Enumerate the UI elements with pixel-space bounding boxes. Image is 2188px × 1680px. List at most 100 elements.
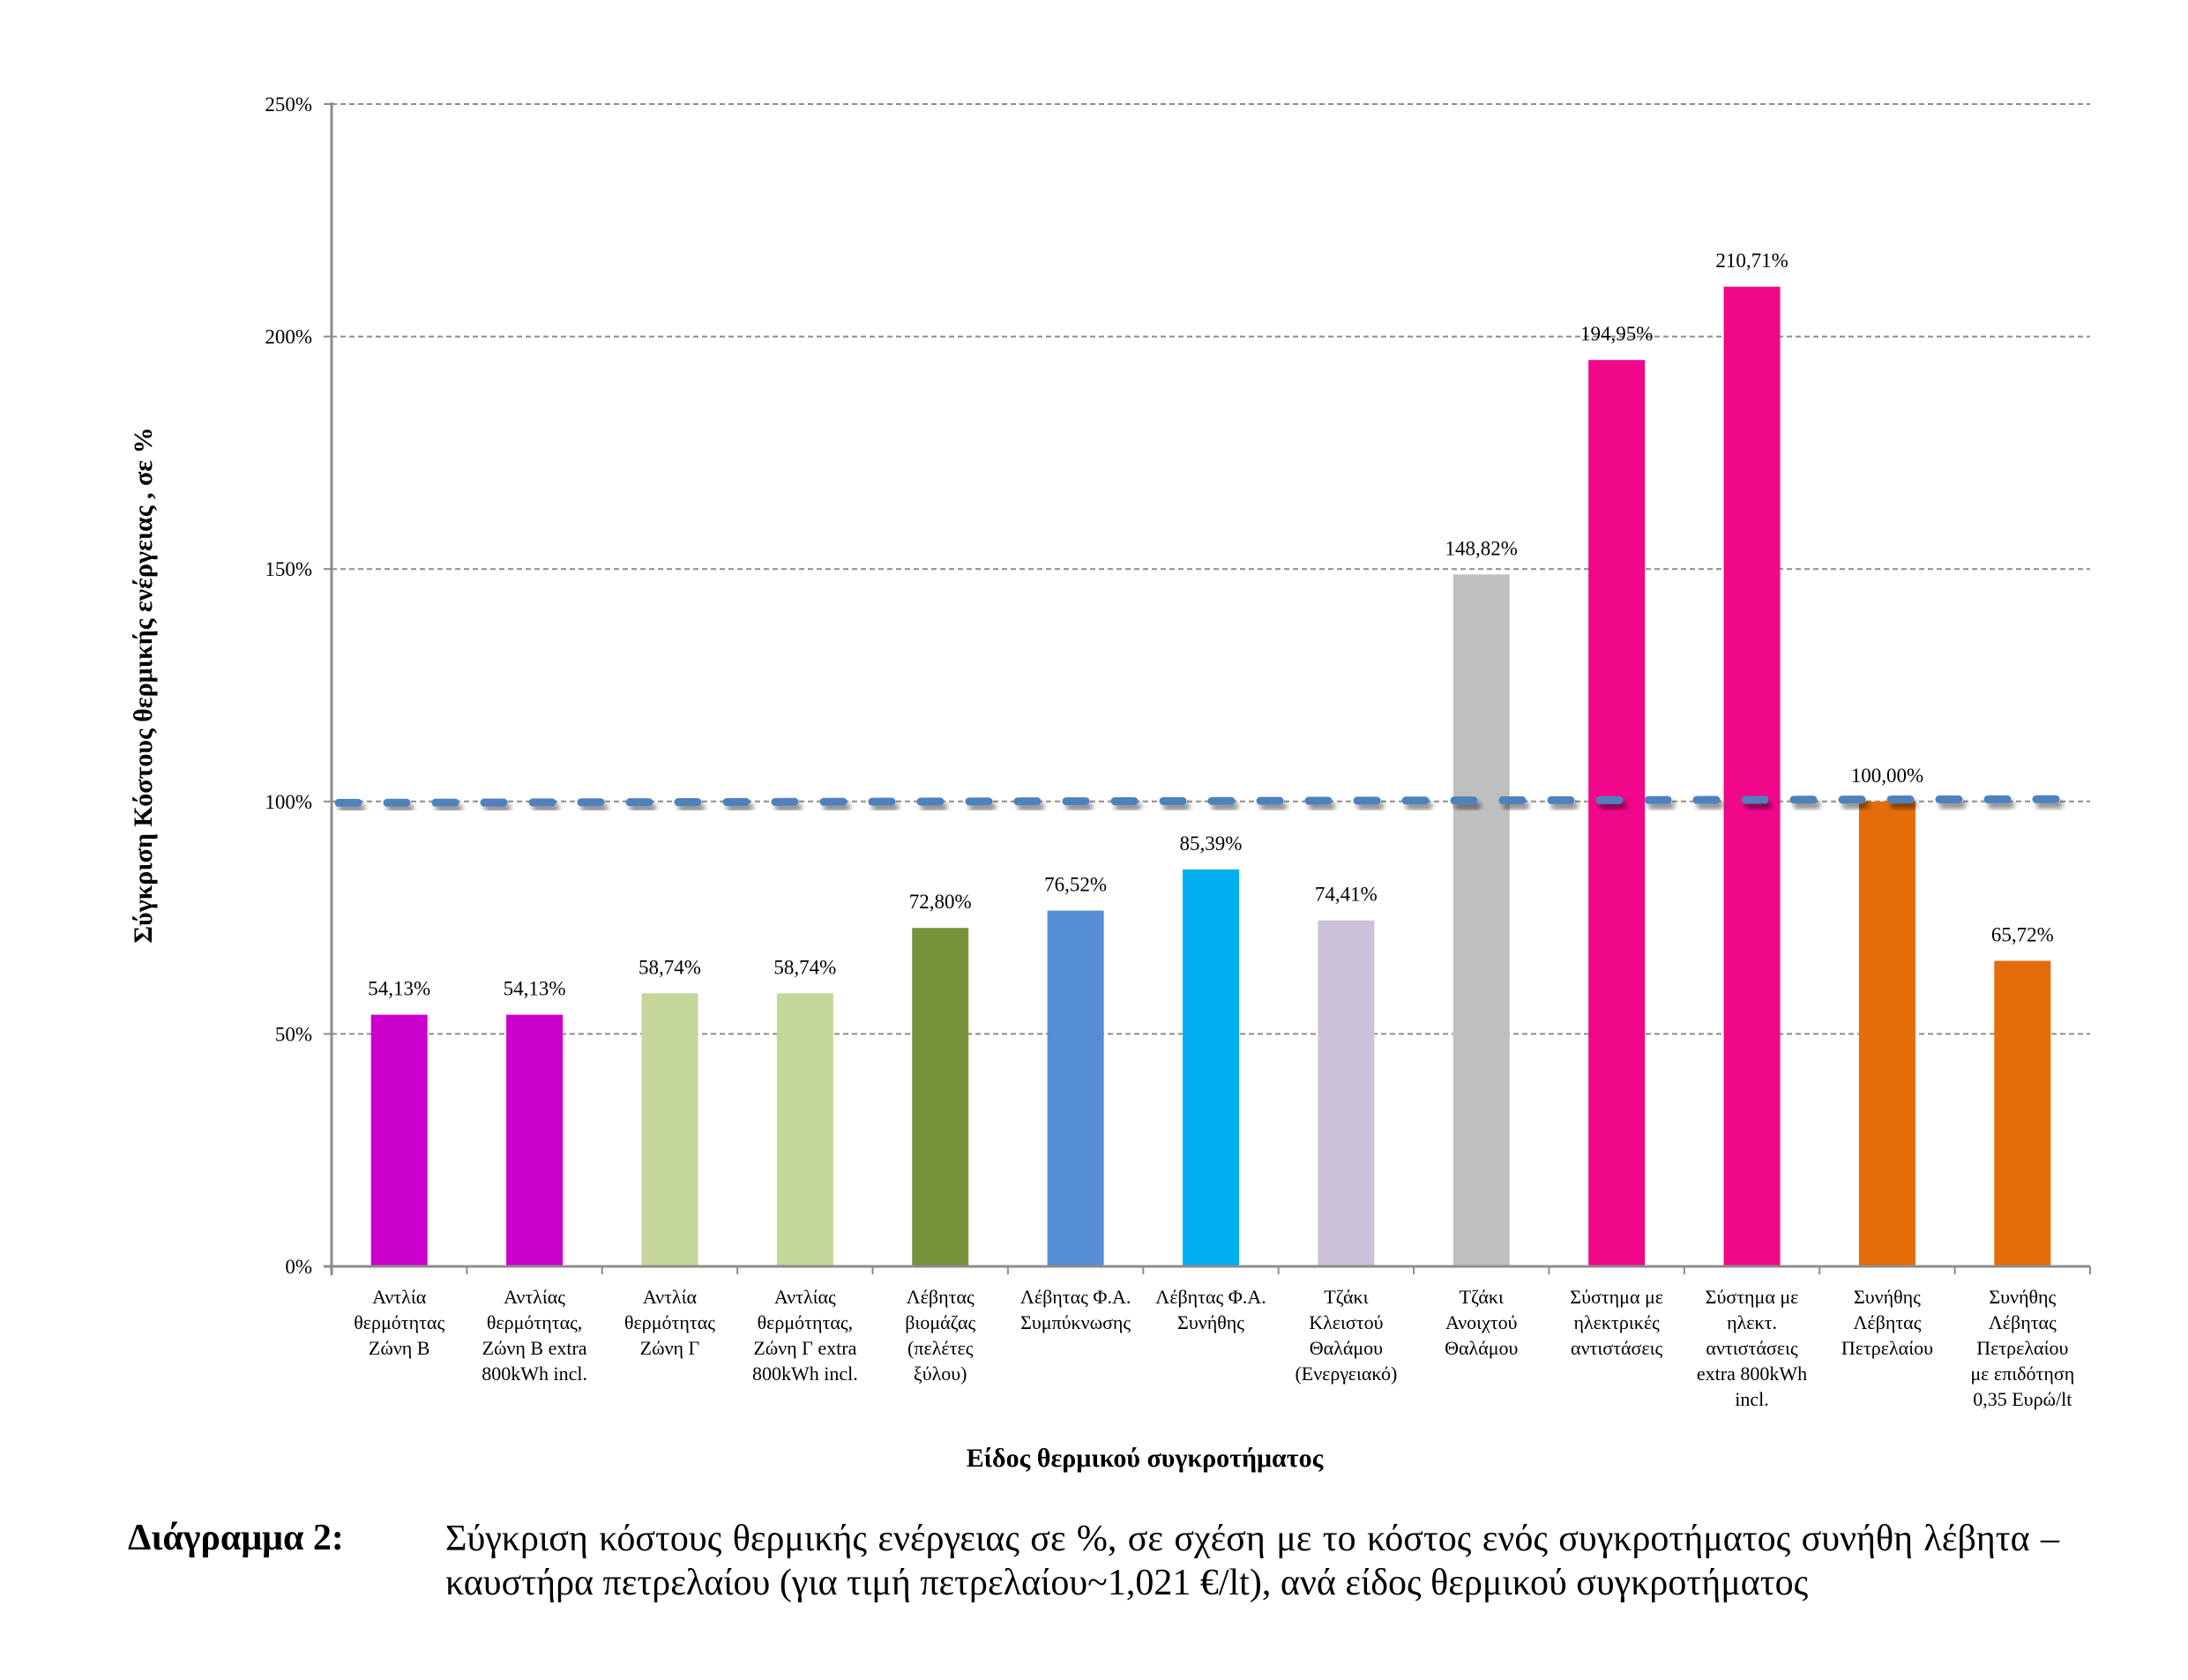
x-axis-title: Είδος θερμικού συγκροτήματος bbox=[967, 1444, 1324, 1473]
data-label: 148,82% bbox=[1445, 537, 1518, 559]
x-axis-categories: Αντλία θερμότητας Ζώνη Β Αντλίας θερμότητας,… bbox=[354, 1286, 2074, 1410]
data-label: 72,80% bbox=[909, 891, 972, 913]
caption-label: Διάγραμμα 2: bbox=[128, 1518, 344, 1558]
bar bbox=[1183, 869, 1239, 1266]
x-category-line: με επιδότηση bbox=[1970, 1363, 2074, 1385]
data-labels: 54,13% 54,13% 58,74% 58,74% 72,80% 76,52% 85,3… bbox=[368, 250, 2054, 999]
y-axis-title: Σύγκριση Κόστους θερμικής ενέργειας , σε… bbox=[129, 427, 158, 943]
y-tick-label: 100% bbox=[265, 791, 312, 813]
x-category-line: Ανοιχτού bbox=[1445, 1311, 1518, 1333]
data-label: 194,95% bbox=[1580, 323, 1653, 345]
data-label: 65,72% bbox=[1991, 924, 2054, 946]
x-category-line: Συμπύκνωσης bbox=[1020, 1311, 1131, 1333]
bar bbox=[641, 993, 698, 1266]
data-label: 54,13% bbox=[368, 978, 430, 1000]
x-category-line: Σύστημα με bbox=[1706, 1286, 1799, 1308]
data-label: 58,74% bbox=[773, 956, 836, 978]
bar-chart: 0% 50% 100% 150% 200% 250% 54,13% 54,13% 58,74%… bbox=[129, 93, 2091, 1473]
x-category-line: Λέβητας Φ.Α. bbox=[1155, 1286, 1266, 1308]
x-category-line: Ζώνη Γ extra bbox=[753, 1337, 856, 1359]
reference-line-100-percent bbox=[334, 795, 2077, 807]
x-category-line: Συνήθης bbox=[1177, 1311, 1244, 1333]
x-category-line: Σύστημα με bbox=[1570, 1286, 1663, 1308]
bar bbox=[1994, 960, 2051, 1266]
x-category-line: Θαλάμου bbox=[1310, 1337, 1383, 1359]
bar bbox=[912, 928, 969, 1266]
x-category-line: Πετρελαίου bbox=[1976, 1337, 2068, 1359]
x-category-line: θερμότητας bbox=[624, 1311, 715, 1333]
x-category-line: Λέβητας bbox=[1853, 1311, 1921, 1333]
x-category-label: Σύστημα με ηλεκτ. αντιστάσεις extra 800kWh i… bbox=[1697, 1286, 1807, 1410]
x-category-line: βιομάζας bbox=[905, 1311, 975, 1333]
bar bbox=[1452, 574, 1510, 1266]
x-category-line: Αντλία bbox=[372, 1286, 427, 1308]
y-tick-label: 150% bbox=[265, 558, 312, 580]
x-category-line: 800kWh incl. bbox=[482, 1363, 587, 1385]
bar bbox=[1588, 360, 1646, 1266]
x-category-line: θερμότητας, bbox=[758, 1311, 853, 1333]
caption-text: Σύγκριση κόστους θερμικής ενέργειας σε %… bbox=[445, 1519, 2059, 1603]
x-category-line: ηλεκτρικές bbox=[1574, 1311, 1661, 1333]
x-category-label: Αντλία θερμότητας Ζώνη Γ bbox=[624, 1286, 715, 1359]
x-category-line: θερμότητας bbox=[354, 1311, 444, 1333]
x-category-line: αντιστάσεις bbox=[1706, 1337, 1797, 1359]
y-tick-label: 250% bbox=[265, 93, 312, 116]
x-category-label: Αντλία θερμότητας Ζώνη Β bbox=[354, 1286, 444, 1359]
data-label: 210,71% bbox=[1715, 250, 1788, 272]
y-tick-label: 0% bbox=[285, 1256, 312, 1278]
bar bbox=[1723, 287, 1781, 1267]
x-category-line: Πετρελαίου bbox=[1841, 1337, 1933, 1359]
x-category-label: Τζάκι Κλειστού Θαλάμου (Ενεργειακό) bbox=[1295, 1286, 1397, 1385]
bar bbox=[370, 1014, 428, 1266]
x-category-label: Τζάκι Ανοιχτού Θαλάμου bbox=[1445, 1286, 1518, 1359]
data-label: 74,41% bbox=[1315, 884, 1378, 906]
x-category-line: θερμότητας, bbox=[487, 1311, 582, 1333]
x-category-line: ξύλου) bbox=[914, 1363, 967, 1385]
x-category-line: Λέβητας bbox=[907, 1286, 975, 1308]
x-category-line: Τζάκι bbox=[1460, 1286, 1504, 1308]
x-category-line: Συνήθης bbox=[1854, 1286, 1921, 1308]
data-label: 85,39% bbox=[1180, 833, 1243, 855]
reference-line bbox=[334, 795, 2077, 807]
x-category-line: 800kWh incl. bbox=[752, 1363, 858, 1385]
y-tick-label: 50% bbox=[275, 1023, 312, 1045]
x-category-line: Αντλία bbox=[643, 1286, 698, 1308]
x-category-line: extra 800kWh bbox=[1697, 1363, 1807, 1385]
y-axis-ticks: 0% 50% 100% 150% 200% 250% bbox=[265, 93, 332, 1278]
x-category-label: Συνήθης Λέβητας Πετρελαίου με επιδότηση 0,35… bbox=[1970, 1286, 2074, 1410]
x-category-line: Αντλίας bbox=[774, 1286, 836, 1308]
data-label: 76,52% bbox=[1044, 874, 1107, 896]
x-category-line: (πελέτες bbox=[907, 1337, 974, 1359]
x-category-label: Λέβητας βιομάζας (πελέτες ξύλου) bbox=[905, 1286, 975, 1385]
x-category-line: Ζώνη Β bbox=[369, 1337, 430, 1359]
bars bbox=[370, 287, 2051, 1267]
bar bbox=[1858, 801, 1915, 1266]
x-category-line: 0,35 Ευρώ/lt bbox=[1973, 1388, 2072, 1410]
x-category-line: incl. bbox=[1735, 1388, 1769, 1410]
x-category-line: ηλεκτ. bbox=[1727, 1311, 1777, 1333]
data-label: 54,13% bbox=[504, 978, 566, 1000]
bar bbox=[506, 1014, 564, 1266]
x-category-line: Κλειστού bbox=[1309, 1311, 1383, 1333]
x-category-line: Λέβητας Φ.Α. bbox=[1020, 1286, 1131, 1308]
x-category-label: Λέβητας Φ.Α. Συμπύκνωσης bbox=[1020, 1286, 1131, 1333]
x-category-label: Συνήθης Λέβητας Πετρελαίου bbox=[1841, 1286, 1933, 1359]
y-tick-label: 200% bbox=[265, 326, 312, 348]
x-category-line: Ζώνη Γ bbox=[640, 1337, 700, 1359]
bar bbox=[1047, 910, 1104, 1266]
data-label: 58,74% bbox=[638, 956, 701, 978]
x-category-line: Αντλίας bbox=[504, 1286, 565, 1308]
x-category-label: Λέβητας Φ.Α. Συνήθης bbox=[1155, 1286, 1266, 1333]
x-category-line: αντιστάσεις bbox=[1571, 1337, 1662, 1359]
x-category-line: Συνήθης bbox=[1989, 1286, 2056, 1308]
x-category-line: Λέβητας bbox=[1989, 1311, 2057, 1333]
x-category-label: Αντλίας θερμότητας, Ζώνη Β extra 800kWh inc… bbox=[482, 1286, 587, 1385]
bar bbox=[1318, 920, 1375, 1266]
bar bbox=[776, 993, 833, 1266]
axes bbox=[324, 102, 2091, 1275]
x-category-line: Θαλάμου bbox=[1445, 1337, 1518, 1359]
data-label: 100,00% bbox=[1851, 765, 1923, 787]
x-category-label: Αντλίας θερμότητας, Ζώνη Γ extra 800kWh inc… bbox=[752, 1286, 858, 1385]
x-category-line: (Ενεργειακό) bbox=[1295, 1363, 1397, 1385]
x-category-line: Ζώνη Β extra bbox=[482, 1337, 587, 1359]
